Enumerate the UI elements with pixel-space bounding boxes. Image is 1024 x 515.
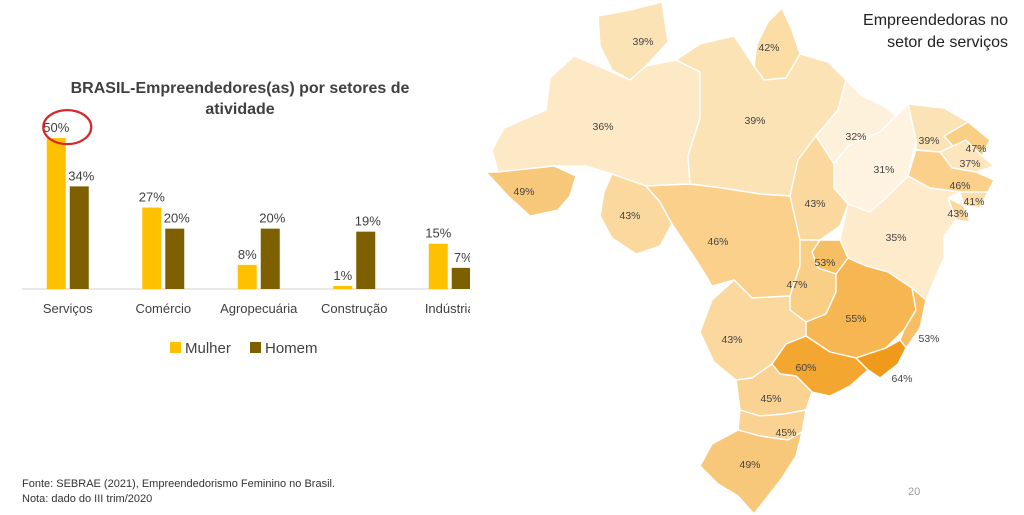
- state-label-sp: 60%: [795, 362, 816, 374]
- bar: [451, 267, 470, 289]
- bar: [69, 186, 89, 289]
- state-label-es: 53%: [918, 333, 939, 345]
- state-label-ro: 43%: [619, 210, 640, 222]
- state-label-df: 53%: [814, 257, 835, 269]
- state-label-rr: 39%: [632, 36, 653, 48]
- bar: [237, 264, 257, 289]
- map-labels: 39% 42%36% 39%32%31%39%47%37%46%41%43%49%4…: [513, 36, 986, 471]
- state-label-al: 41%: [963, 196, 984, 208]
- category-label: Comércio: [135, 301, 191, 316]
- state-label-pa: 39%: [744, 115, 765, 127]
- category-label: Agropecuária: [220, 301, 298, 316]
- state-region-rs: [699, 429, 803, 515]
- state-label-sc: 45%: [775, 427, 796, 439]
- category-label: Serviços: [43, 301, 93, 316]
- chart-title: BRASIL-Empreendedores(as) por setores de…: [70, 80, 410, 118]
- page-number: 20: [908, 486, 921, 498]
- data-label: 19%: [355, 214, 381, 229]
- source-line: Fonte: SEBRAE (2021), Empreendedorismo F…: [22, 478, 336, 490]
- state-label-pb: 37%: [959, 158, 980, 170]
- state-label-ap: 42%: [758, 42, 779, 54]
- state-label-rn: 47%: [965, 143, 986, 155]
- bar: [260, 228, 280, 289]
- category-label: Construção: [321, 301, 387, 316]
- bar: [356, 231, 376, 289]
- state-label-pi: 31%: [873, 164, 894, 176]
- state-label-ma: 32%: [845, 131, 866, 143]
- state-label-ms: 43%: [721, 334, 742, 346]
- source-note: Fonte: SEBRAE (2021), Empreendedorismo F…: [22, 477, 335, 507]
- data-label: 1%: [333, 268, 352, 283]
- state-region-to: [789, 135, 849, 241]
- note-line: Nota: dado do III trim/2020: [22, 493, 153, 505]
- data-label: 20%: [259, 211, 285, 226]
- legend-swatch: [170, 342, 181, 353]
- state-label-rj: 64%: [891, 373, 912, 385]
- legend-label: Mulher: [185, 340, 231, 357]
- state-label-ba: 35%: [885, 232, 906, 244]
- legend-label: Homem: [265, 340, 318, 357]
- bar: [333, 285, 353, 289]
- state-label-se: 43%: [947, 208, 968, 220]
- bar: [165, 228, 185, 289]
- data-label: 20%: [164, 211, 190, 226]
- state-region-ac: [485, 165, 577, 217]
- data-label: 27%: [139, 190, 165, 205]
- data-label: 50%: [43, 120, 69, 135]
- state-label-mg: 55%: [845, 313, 866, 325]
- bar-chart: 50% 34% Serviços 27% 20% Comércio 8% 20% Agropec…: [22, 108, 470, 357]
- legend-swatch: [250, 342, 261, 353]
- bar: [428, 243, 448, 289]
- state-label-ce: 39%: [918, 135, 939, 147]
- bar: [142, 207, 162, 289]
- map-title-line-1: Empreendedoras no: [863, 12, 1008, 29]
- bar: [46, 138, 66, 289]
- category-label: Indústria: [425, 301, 470, 316]
- state-label-am: 36%: [592, 121, 613, 133]
- map-title: Empreendedoras no setor de serviços: [863, 10, 1008, 54]
- data-label: 7%: [454, 250, 470, 265]
- data-label: 8%: [238, 247, 257, 262]
- map-regions: [485, 1, 995, 515]
- state-label-ac: 49%: [513, 186, 534, 198]
- state-region-al: [959, 191, 989, 209]
- state-label-pr: 45%: [760, 393, 781, 405]
- map-title-line-2: setor de serviços: [887, 34, 1008, 51]
- data-label: 15%: [425, 226, 451, 241]
- state-label-rs: 49%: [739, 459, 760, 471]
- highlight-circle: [42, 108, 93, 146]
- state-label-to: 43%: [804, 198, 825, 210]
- state-label-mt: 46%: [707, 236, 728, 248]
- data-label: 34%: [68, 168, 94, 183]
- state-region-rj: [855, 339, 907, 379]
- state-label-go: 47%: [786, 279, 807, 291]
- state-label-pe: 46%: [949, 180, 970, 192]
